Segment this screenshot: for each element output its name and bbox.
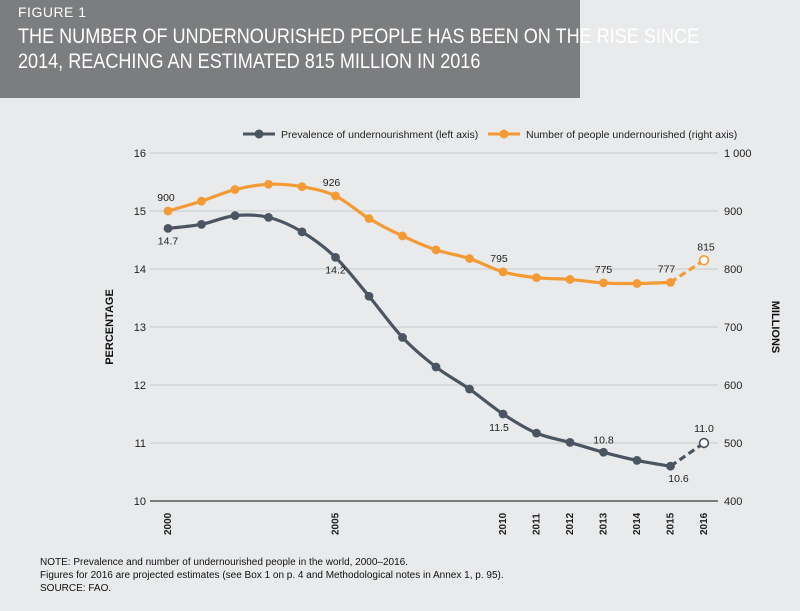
number-point	[532, 273, 541, 283]
prevalence-point	[666, 461, 675, 471]
number-point	[632, 279, 642, 288]
legend-marker-prevalence	[254, 129, 264, 139]
x-axis-tick-label: 2015	[666, 512, 677, 535]
left-axis-tick-label: 13	[134, 322, 146, 334]
data-label: 777	[658, 263, 676, 275]
x-axis-tick-label: 2013	[599, 512, 610, 535]
prevalence-point	[264, 212, 273, 222]
prevalence-point	[364, 291, 374, 301]
left-axis-tick-label: 15	[134, 206, 146, 218]
data-label: 10.6	[668, 473, 689, 485]
right-axis-tick-label: 900	[724, 206, 742, 218]
prevalence-point	[297, 227, 307, 237]
data-label: 11.5	[489, 422, 509, 434]
number-line	[167, 182, 671, 286]
right-axis-tick-label: 500	[724, 438, 742, 450]
number-point	[666, 277, 675, 287]
x-axis-tick-label: 2016	[699, 512, 710, 535]
left-axis-tick-label: 12	[134, 380, 146, 392]
left-axis-title: PERCENTAGE	[104, 289, 116, 365]
number-point	[364, 214, 374, 223]
x-axis-tick-label: 2014	[632, 512, 643, 535]
legend-marker-number	[499, 129, 509, 139]
figure-notes: NOTE: Prevalence and number of undernour…	[40, 556, 504, 595]
data-label: 900	[157, 192, 175, 204]
prevalence-point	[197, 219, 206, 229]
prevalence-point	[230, 211, 240, 221]
number-point	[197, 196, 206, 206]
x-axis-tick-label: 2000	[163, 512, 174, 535]
prevalence-point	[599, 447, 608, 457]
prevalence-point	[632, 456, 642, 465]
left-axis-tick-label: 10	[134, 496, 146, 508]
prevalence-point	[698, 437, 710, 449]
figures-note-text: Figures for 2016 are projected estimates…	[40, 570, 504, 581]
number-point	[264, 179, 273, 189]
data-label: 795	[490, 253, 508, 265]
prevalence-line	[167, 213, 671, 468]
prevalence-projection	[669, 441, 705, 468]
left-axis-tick-label: 16	[134, 148, 146, 160]
number-point	[498, 267, 508, 277]
number-point	[599, 278, 608, 288]
number-point	[431, 245, 441, 255]
number-point	[163, 206, 173, 216]
data-label: 10.8	[593, 434, 614, 446]
data-label: 815	[697, 241, 715, 253]
number-point	[698, 255, 710, 266]
prevalence-point	[532, 428, 541, 438]
prevalence-point	[465, 384, 474, 394]
number-point	[565, 275, 575, 284]
right-axis-tick-label: 700	[724, 322, 742, 334]
source-text: SOURCE: FAO.	[40, 583, 112, 594]
data-label: 14.7	[158, 235, 179, 247]
right-axis-tick-label: 600	[724, 380, 742, 392]
x-axis-tick-label: 2012	[565, 512, 576, 535]
x-axis-tick-label: 2010	[498, 512, 509, 535]
left-axis-tick-label: 11	[135, 438, 146, 450]
prevalence-point	[398, 333, 407, 342]
x-axis-tick-label: 2005	[331, 512, 342, 535]
prevalence-point	[331, 253, 340, 262]
right-axis-title: MILLIONS	[769, 301, 781, 354]
legend-label-prevalence: Prevalence of undernourishment (left axi…	[281, 129, 478, 141]
data-label: 11.0	[694, 423, 714, 435]
figure-label: FIGURE 1	[18, 4, 87, 20]
prevalence-point	[565, 438, 575, 447]
left-axis-tick-label: 14	[134, 264, 146, 276]
right-axis-tick-label: 1 000	[724, 148, 752, 160]
number-point	[398, 231, 407, 241]
prevalence-point	[431, 362, 441, 372]
prevalence-point	[498, 409, 508, 419]
legend-label-number: Number of people undernourished (right a…	[526, 129, 737, 141]
data-label: 14.2	[325, 264, 346, 276]
number-point	[230, 185, 240, 194]
figure-header: FIGURE 1 THE NUMBER OF UNDERNOURISHED PE…	[0, 0, 699, 98]
note-text: NOTE: Prevalence and number of undernour…	[40, 557, 409, 568]
number-projection	[669, 258, 705, 284]
number-point	[297, 182, 307, 192]
data-label: 775	[595, 264, 613, 276]
prevalence-point	[163, 224, 173, 233]
right-axis-tick-label: 400	[724, 496, 742, 508]
right-axis-tick-label: 800	[724, 264, 742, 276]
number-point	[331, 191, 340, 201]
x-axis-tick-label: 2011	[532, 513, 543, 535]
data-label: 926	[323, 177, 341, 189]
figure-title-line-2: 2014, REACHING AN ESTIMATED 815 MILLION …	[18, 50, 481, 73]
number-point	[465, 254, 474, 263]
